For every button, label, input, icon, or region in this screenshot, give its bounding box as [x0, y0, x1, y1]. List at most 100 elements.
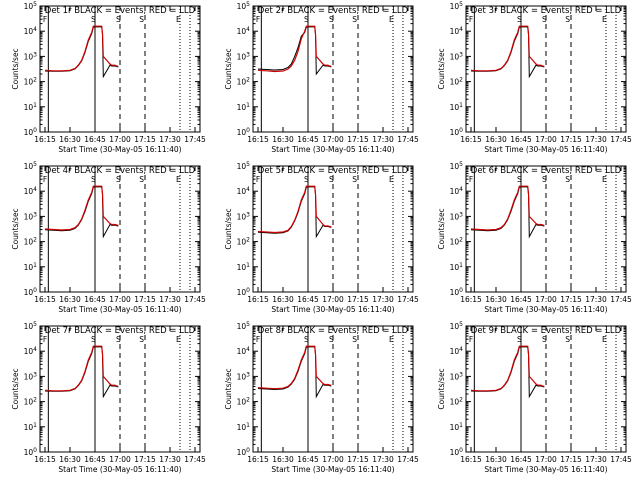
- marker-label: S: [304, 15, 309, 24]
- x-tick-label: 17:45: [184, 295, 206, 304]
- marker-label: F: [256, 335, 260, 344]
- x-tick-label: 16:15: [460, 135, 482, 144]
- x-tick-label: 17:30: [159, 295, 181, 304]
- marker-label: S: [304, 175, 309, 184]
- x-tick-label: 16:30: [272, 455, 294, 464]
- x-tick-label: 17:30: [372, 455, 394, 464]
- x-tick-label: 17:15: [134, 135, 156, 144]
- marker-label: E: [176, 335, 181, 344]
- x-tick-label: 16:15: [247, 295, 269, 304]
- y-axis-label: Counts/sec: [11, 208, 20, 249]
- panel-9: Det 9r BLACK = Events, RED = LLD10010110…: [437, 321, 632, 474]
- series-lld-line: [257, 185, 332, 234]
- series-lld-line: [470, 25, 545, 72]
- marker-label: S: [352, 15, 357, 24]
- x-tick-label: 17:00: [535, 295, 557, 304]
- y-tick-label: 101: [450, 422, 464, 432]
- x-axis-label: Start Time (30-May-05 16:11:40): [58, 145, 181, 154]
- marker-label: S: [565, 15, 570, 24]
- marker-label: S: [565, 335, 570, 344]
- series-events-line: [257, 26, 332, 76]
- x-tick-label: 17:15: [134, 295, 156, 304]
- panel-4: Det 4r BLACK = Events, RED = LLD10010110…: [11, 161, 206, 314]
- marker-label: S: [329, 175, 334, 184]
- marker-label: F: [256, 15, 260, 24]
- y-tick-label: 105: [450, 1, 464, 11]
- y-tick-label: 104: [237, 346, 251, 356]
- x-tick-label: 16:30: [272, 295, 294, 304]
- y-tick-label: 100: [450, 447, 464, 457]
- y-tick-label: 105: [237, 321, 251, 331]
- y-tick-label: 103: [450, 371, 464, 381]
- marker-label: S: [542, 175, 547, 184]
- y-tick-label: 105: [24, 161, 38, 171]
- panel-6: Det 6r BLACK = Events, RED = LLD10010110…: [437, 161, 632, 314]
- y-tick-label: 102: [24, 397, 38, 407]
- x-tick-label: 17:00: [322, 295, 344, 304]
- x-tick-label: 17:00: [109, 135, 131, 144]
- panel-5: Det 5r BLACK = Events, RED = LLD10010110…: [224, 161, 419, 314]
- marker-label: S: [91, 335, 96, 344]
- marker-label: S: [139, 175, 144, 184]
- x-tick-label: 16:45: [84, 455, 106, 464]
- x-tick-label: 16:15: [34, 135, 56, 144]
- series-events-line: [44, 26, 119, 79]
- y-axis-label: Counts/sec: [11, 48, 20, 89]
- y-tick-label: 103: [237, 211, 251, 221]
- x-tick-label: 17:45: [184, 135, 206, 144]
- marker-label: F: [43, 15, 47, 24]
- x-tick-label: 16:45: [297, 135, 319, 144]
- y-tick-label: 103: [450, 211, 464, 221]
- y-tick-label: 102: [24, 237, 38, 247]
- x-axis-label: Start Time (30-May-05 16:11:40): [484, 465, 607, 474]
- y-tick-label: 100: [237, 127, 251, 137]
- panel-1: Det 1r BLACK = Events, RED = LLD10010110…: [11, 1, 206, 154]
- x-tick-label: 16:45: [510, 295, 532, 304]
- y-tick-label: 102: [24, 77, 38, 87]
- x-tick-label: 17:30: [372, 295, 394, 304]
- x-tick-label: 17:30: [159, 455, 181, 464]
- y-tick-label: 102: [237, 237, 251, 247]
- marker-label: S: [329, 15, 334, 24]
- y-tick-label: 104: [450, 26, 464, 36]
- x-tick-label: 17:45: [184, 455, 206, 464]
- x-axis-label: Start Time (30-May-05 16:11:40): [271, 305, 394, 314]
- x-tick-label: 17:15: [134, 455, 156, 464]
- marker-label: E: [602, 175, 607, 184]
- y-tick-label: 105: [24, 321, 38, 331]
- x-tick-label: 17:45: [397, 135, 419, 144]
- y-tick-label: 100: [450, 127, 464, 137]
- y-tick-label: 102: [237, 397, 251, 407]
- marker-label: S: [116, 15, 121, 24]
- y-tick-label: 102: [237, 77, 251, 87]
- y-tick-label: 105: [450, 321, 464, 331]
- marker-label: S: [304, 335, 309, 344]
- y-tick-label: 103: [237, 371, 251, 381]
- marker-label: S: [517, 335, 522, 344]
- marker-label: F: [469, 15, 473, 24]
- series-events-line: [470, 186, 545, 239]
- panel-2: Det 2r BLACK = Events, RED = LLD10010110…: [224, 1, 419, 154]
- series-events-line: [470, 346, 545, 399]
- series-lld-line: [44, 25, 119, 72]
- panel-7: Det 7r BLACK = Events, RED = LLD10010110…: [11, 321, 206, 474]
- y-tick-label: 105: [450, 161, 464, 171]
- y-tick-label: 101: [237, 422, 251, 432]
- marker-label: E: [176, 15, 181, 24]
- x-tick-label: 17:00: [535, 455, 557, 464]
- x-tick-label: 17:15: [347, 455, 369, 464]
- x-tick-label: 16:30: [59, 135, 81, 144]
- marker-label: F: [469, 175, 473, 184]
- y-tick-label: 104: [450, 186, 464, 196]
- series-lld-line: [470, 185, 545, 231]
- y-tick-label: 105: [24, 1, 38, 11]
- y-tick-label: 105: [237, 1, 251, 11]
- y-axis-label: Counts/sec: [224, 48, 233, 89]
- series-lld-line: [257, 25, 332, 73]
- x-tick-label: 16:45: [297, 295, 319, 304]
- x-tick-label: 16:15: [460, 455, 482, 464]
- y-tick-label: 104: [237, 26, 251, 36]
- x-tick-label: 16:45: [84, 295, 106, 304]
- y-axis-label: Counts/sec: [437, 208, 446, 249]
- x-tick-label: 17:45: [610, 455, 632, 464]
